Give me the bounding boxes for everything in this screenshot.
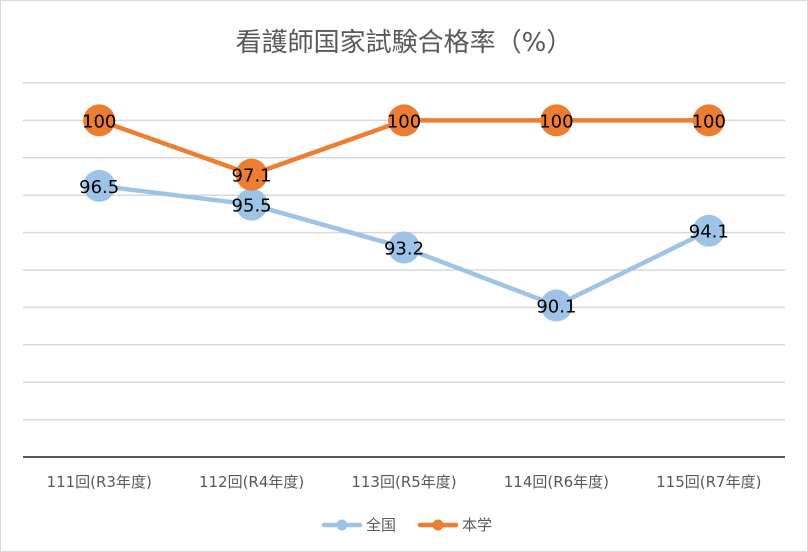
data-label: 97.1 (232, 166, 272, 187)
x-tick-label: 113回(R5年度) (351, 473, 456, 491)
x-tick-label: 114回(R6年度) (504, 473, 609, 491)
data-label: 94.1 (689, 222, 729, 243)
data-point (83, 104, 116, 137)
data-label: 100 (387, 111, 421, 132)
legend-label: 本学 (462, 516, 492, 534)
data-label: 100 (692, 111, 726, 132)
data-point (388, 231, 420, 264)
data-point (83, 169, 116, 202)
data-point (388, 104, 420, 137)
data-point (692, 104, 725, 137)
data-point (235, 188, 268, 221)
legend-entry-0: 全国 (321, 516, 396, 534)
data-label: 96.5 (79, 177, 119, 198)
data-label: 93.2 (384, 239, 424, 260)
legend-marker-swatch (432, 519, 444, 531)
data-point (540, 104, 573, 137)
legend-label: 全国 (366, 516, 396, 534)
x-axis: 111回(R3年度) 112回(R4年度) 113回(R5年度) 114回(R6年度)… (23, 456, 785, 491)
data-label: 100 (82, 111, 116, 132)
data-label: 95.5 (232, 196, 272, 217)
x-tick-label: 112回(R4年度) (199, 473, 304, 491)
legend: 全国 本学 (321, 516, 492, 534)
legend-marker-swatch (336, 519, 348, 531)
data-labels: 96.5 95.5 93.2 90.1 94.1 100 97.1 100 100 100 (79, 111, 729, 317)
series-lines (83, 104, 725, 322)
data-point (235, 158, 268, 191)
legend-entry-1: 本学 (417, 516, 492, 534)
data-point (540, 289, 573, 322)
data-label: 90.1 (536, 297, 576, 318)
data-point (692, 214, 725, 247)
data-label: 100 (539, 111, 573, 132)
chart-title: 看護師国家試験合格率（%） (236, 28, 573, 58)
x-tick-label: 115回(R7年度) (656, 473, 761, 491)
x-tick-label: 111回(R3年度) (47, 473, 152, 491)
